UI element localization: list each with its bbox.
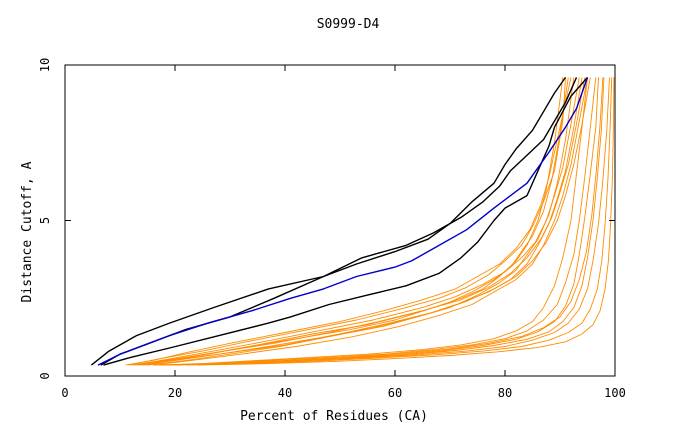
series-line-or-18 bbox=[196, 77, 615, 366]
y-axis-label: Distance Cutoff, A bbox=[20, 161, 35, 302]
series-line-or-3 bbox=[125, 77, 572, 366]
x-tick-label: 0 bbox=[61, 386, 68, 400]
series-line-black-1 bbox=[90, 76, 567, 366]
plot-series bbox=[90, 76, 615, 366]
series-line-or-6 bbox=[147, 77, 583, 366]
series-line-or-1 bbox=[136, 77, 564, 366]
x-tick-label: 20 bbox=[168, 386, 182, 400]
series-line-blue bbox=[97, 77, 589, 366]
y-tick-label: 5 bbox=[38, 217, 52, 224]
x-axis-label: Percent of Residues (CA) bbox=[240, 409, 428, 424]
x-tick-label: 80 bbox=[498, 386, 512, 400]
chart-title: S0999-D4 bbox=[317, 17, 380, 32]
x-tick-label: 100 bbox=[604, 386, 626, 400]
series-line-black-2 bbox=[100, 77, 578, 366]
series-line-or-15 bbox=[174, 77, 610, 366]
series-line-or-9 bbox=[139, 77, 586, 366]
series-line-or-17 bbox=[161, 77, 604, 366]
y-tick-label: 0 bbox=[38, 372, 52, 379]
series-line-or-16 bbox=[185, 77, 613, 366]
x-tick-label: 60 bbox=[388, 386, 402, 400]
series-line-black-3 bbox=[103, 76, 589, 366]
series-line-or-2 bbox=[130, 77, 569, 366]
series-line-or-5 bbox=[133, 77, 580, 366]
series-line-or-14 bbox=[169, 77, 605, 366]
x-tick-label: 40 bbox=[278, 386, 292, 400]
series-line-or-12 bbox=[158, 77, 597, 366]
series-line-or-4 bbox=[141, 77, 575, 366]
series-line-or-8 bbox=[152, 77, 588, 366]
series-line-or-11 bbox=[152, 77, 588, 366]
series-line-or-7 bbox=[128, 77, 566, 366]
axes: 0 20 40 60 80 100 0 5 10 bbox=[38, 58, 626, 400]
y-tick-label: 10 bbox=[38, 58, 52, 72]
series-line-or-10 bbox=[144, 77, 591, 366]
